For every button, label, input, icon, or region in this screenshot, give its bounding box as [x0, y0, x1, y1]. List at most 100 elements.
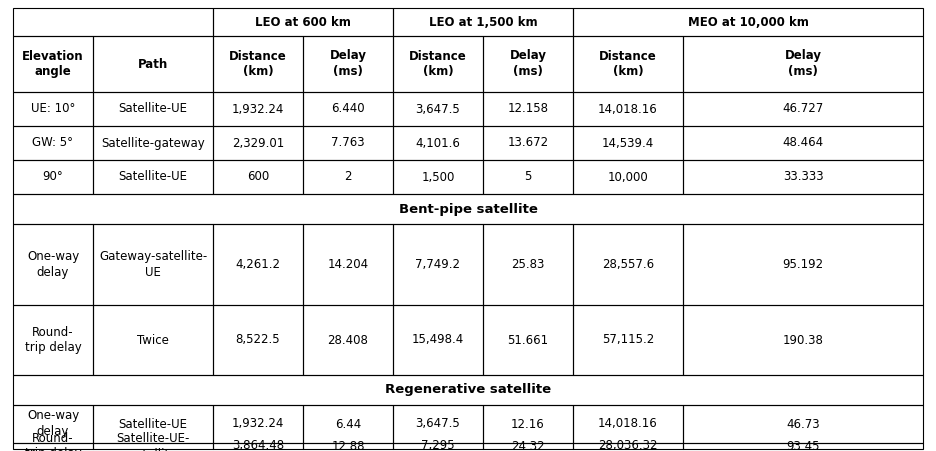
Bar: [303, 126, 393, 160]
Bar: [93, 160, 213, 194]
Text: 2,329.01: 2,329.01: [232, 137, 285, 149]
Text: 7.763: 7.763: [331, 137, 365, 149]
Bar: [13, 126, 93, 160]
Bar: [683, 126, 923, 160]
Text: Satellite-UE: Satellite-UE: [119, 102, 187, 115]
Text: Regenerative satellite: Regenerative satellite: [385, 383, 551, 396]
Bar: [213, 8, 393, 36]
Text: Distance
(km): Distance (km): [229, 50, 286, 78]
Bar: [303, 405, 393, 443]
Bar: [93, 126, 213, 160]
Bar: [573, 160, 683, 194]
Bar: [573, 443, 683, 449]
Text: 10,000: 10,000: [607, 170, 649, 184]
Text: Distance
(km): Distance (km): [409, 50, 467, 78]
Text: Path: Path: [138, 57, 168, 70]
Bar: [393, 305, 483, 375]
Text: 46.73: 46.73: [786, 418, 820, 431]
Text: 12.158: 12.158: [507, 102, 548, 115]
Bar: [13, 8, 213, 36]
Bar: [213, 160, 303, 194]
Text: 600: 600: [247, 170, 270, 184]
Text: 57,115.2: 57,115.2: [602, 333, 654, 346]
Text: 7,749.2: 7,749.2: [416, 258, 461, 271]
Bar: [683, 92, 923, 126]
Text: 1,500: 1,500: [421, 170, 455, 184]
Text: 33.333: 33.333: [782, 170, 824, 184]
Text: UE: 10°: UE: 10°: [31, 102, 75, 115]
Text: 6.44: 6.44: [335, 418, 361, 431]
Text: Satellite-UE-
satellite: Satellite-UE- satellite: [116, 432, 190, 451]
Text: MEO at 10,000 km: MEO at 10,000 km: [688, 15, 809, 28]
Bar: [573, 92, 683, 126]
Bar: [683, 160, 923, 194]
Bar: [393, 405, 483, 443]
Text: 14,018.16: 14,018.16: [598, 102, 658, 115]
Bar: [683, 36, 923, 92]
Text: 25.83: 25.83: [511, 258, 545, 271]
Text: Twice: Twice: [137, 333, 168, 346]
Bar: [93, 224, 213, 305]
Text: GW: 5°: GW: 5°: [33, 137, 74, 149]
Bar: [213, 443, 303, 449]
Text: 28.408: 28.408: [328, 333, 369, 346]
Text: 1,932.24: 1,932.24: [232, 102, 285, 115]
Bar: [303, 36, 393, 92]
Bar: [213, 405, 303, 443]
Text: 95.192: 95.192: [782, 258, 824, 271]
Text: 13.672: 13.672: [507, 137, 548, 149]
Bar: [13, 443, 93, 449]
Bar: [393, 92, 483, 126]
Bar: [683, 443, 923, 449]
Bar: [573, 36, 683, 92]
Bar: [13, 405, 93, 443]
Text: 14.204: 14.204: [328, 258, 369, 271]
Text: Round-
trip delay: Round- trip delay: [24, 432, 81, 451]
Text: 28,557.6: 28,557.6: [602, 258, 654, 271]
Bar: [303, 160, 393, 194]
Text: Gateway-satellite-
UE: Gateway-satellite- UE: [99, 250, 207, 279]
Bar: [683, 405, 923, 443]
Text: 24.32: 24.32: [511, 440, 545, 451]
Text: Round-
trip delay: Round- trip delay: [24, 326, 81, 354]
Text: 190.38: 190.38: [782, 333, 824, 346]
Bar: [393, 443, 483, 449]
Text: 46.727: 46.727: [782, 102, 824, 115]
Bar: [213, 92, 303, 126]
Text: LEO at 600 km: LEO at 600 km: [256, 15, 351, 28]
Text: 93.45: 93.45: [786, 440, 820, 451]
Text: 15,498.4: 15,498.4: [412, 333, 464, 346]
Text: Satellite-UE: Satellite-UE: [119, 170, 187, 184]
Bar: [303, 224, 393, 305]
Text: 51.661: 51.661: [507, 333, 548, 346]
Bar: [13, 194, 923, 224]
Text: Delay
(ms): Delay (ms): [509, 50, 547, 78]
Text: Delay
(ms): Delay (ms): [784, 50, 822, 78]
Bar: [483, 36, 573, 92]
Text: Elevation
angle: Elevation angle: [22, 50, 84, 78]
Text: 3,647.5: 3,647.5: [416, 102, 461, 115]
Text: 6.440: 6.440: [331, 102, 365, 115]
Bar: [393, 224, 483, 305]
Bar: [93, 305, 213, 375]
Text: Delay
(ms): Delay (ms): [329, 50, 367, 78]
Bar: [393, 160, 483, 194]
Text: 1,932.24: 1,932.24: [232, 418, 285, 431]
Text: 3,864.48: 3,864.48: [232, 440, 284, 451]
Bar: [683, 305, 923, 375]
Text: One-way
delay: One-way delay: [27, 250, 80, 279]
Text: 2: 2: [344, 170, 352, 184]
Text: 4,261.2: 4,261.2: [236, 258, 281, 271]
Bar: [573, 8, 923, 36]
Bar: [13, 224, 93, 305]
Bar: [13, 305, 93, 375]
Bar: [483, 224, 573, 305]
Text: Distance
(km): Distance (km): [599, 50, 657, 78]
Bar: [393, 8, 573, 36]
Text: Satellite-UE: Satellite-UE: [119, 418, 187, 431]
Bar: [683, 224, 923, 305]
Text: 14,018.16: 14,018.16: [598, 418, 658, 431]
Bar: [213, 36, 303, 92]
Bar: [93, 443, 213, 449]
Text: 14,539.4: 14,539.4: [602, 137, 654, 149]
